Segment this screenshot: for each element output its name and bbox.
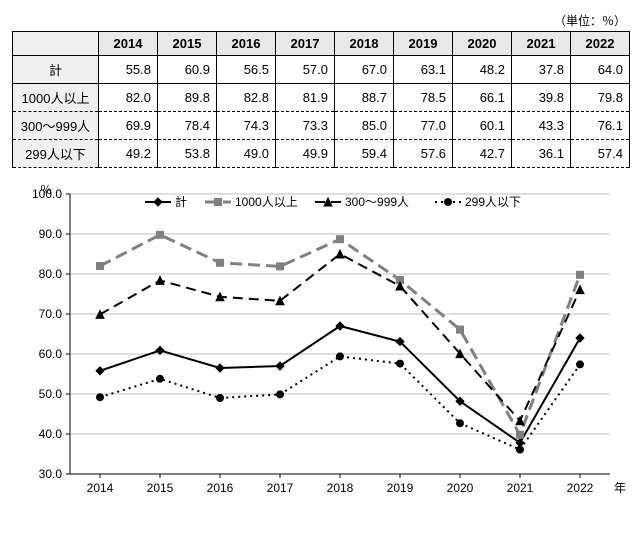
table-cell: 64.0 [571, 56, 630, 84]
table-cell: 55.8 [99, 56, 158, 84]
svg-text:2014: 2014 [87, 481, 114, 495]
table-cell: 82.0 [99, 84, 158, 112]
table-cell: 67.0 [335, 56, 394, 84]
table-row: 300～999人69.978.474.373.385.077.060.143.3… [13, 112, 630, 140]
table-cell: 56.5 [217, 56, 276, 84]
col-header-year: 2015 [158, 32, 217, 56]
table-cell: 88.7 [335, 84, 394, 112]
svg-text:50.0: 50.0 [39, 387, 63, 401]
table-cell: 81.9 [276, 84, 335, 112]
svg-text:2016: 2016 [207, 481, 234, 495]
row-header: 1000人以上 [13, 84, 99, 112]
table-cell: 60.1 [453, 112, 512, 140]
table-cell: 85.0 [335, 112, 394, 140]
svg-text:60.0: 60.0 [39, 347, 63, 361]
table-cell: 69.9 [99, 112, 158, 140]
row-header: 299人以下 [13, 140, 99, 168]
table-cell: 53.8 [158, 140, 217, 168]
table-cell: 76.1 [571, 112, 630, 140]
svg-text:299人以下: 299人以下 [465, 195, 521, 209]
table-cell: 74.3 [217, 112, 276, 140]
svg-text:2020: 2020 [447, 481, 474, 495]
svg-text:30.0: 30.0 [39, 467, 63, 481]
svg-text:40.0: 40.0 [39, 427, 63, 441]
table-row: 1000人以上82.089.882.881.988.778.566.139.87… [13, 84, 630, 112]
svg-text:2019: 2019 [387, 481, 414, 495]
svg-text:300～999人: 300～999人 [345, 195, 409, 209]
table-cell: 49.2 [99, 140, 158, 168]
table-cell: 78.4 [158, 112, 217, 140]
svg-text:％: ％ [40, 183, 52, 197]
table-cell: 49.9 [276, 140, 335, 168]
table-cell: 60.9 [158, 56, 217, 84]
table-cell: 43.3 [512, 112, 571, 140]
svg-text:1000人以上: 1000人以上 [235, 195, 298, 209]
col-header-year: 2020 [453, 32, 512, 56]
data-table: 201420152016201720182019202020212022 計55… [12, 31, 630, 168]
table-cell: 57.0 [276, 56, 335, 84]
table-cell: 39.8 [512, 84, 571, 112]
col-header-year: 2018 [335, 32, 394, 56]
table-row: 299人以下49.253.849.049.959.457.642.736.157… [13, 140, 630, 168]
table-cell: 36.1 [512, 140, 571, 168]
table-cell: 57.6 [394, 140, 453, 168]
table-cell: 66.1 [453, 84, 512, 112]
svg-text:2015: 2015 [147, 481, 174, 495]
table-cell: 77.0 [394, 112, 453, 140]
col-header-year: 2017 [276, 32, 335, 56]
table-cell: 73.3 [276, 112, 335, 140]
svg-text:90.0: 90.0 [39, 227, 63, 241]
col-header-year: 2014 [99, 32, 158, 56]
table-cell: 78.5 [394, 84, 453, 112]
col-header-year: 2022 [571, 32, 630, 56]
table-row: 計55.860.956.557.067.063.148.237.864.0 [13, 56, 630, 84]
svg-text:70.0: 70.0 [39, 307, 63, 321]
table-cell: 57.4 [571, 140, 630, 168]
line-chart: 30.040.050.060.070.080.090.0100.0％201420… [12, 182, 630, 517]
table-cell: 49.0 [217, 140, 276, 168]
col-header-year: 2019 [394, 32, 453, 56]
table-cell: 48.2 [453, 56, 512, 84]
table-cell: 82.8 [217, 84, 276, 112]
col-header-year: 2021 [512, 32, 571, 56]
table-cell: 63.1 [394, 56, 453, 84]
col-header-blank [13, 32, 99, 56]
svg-text:2021: 2021 [507, 481, 534, 495]
svg-text:2018: 2018 [327, 481, 354, 495]
col-header-year: 2016 [217, 32, 276, 56]
svg-text:計: 計 [175, 194, 187, 209]
table-cell: 79.8 [571, 84, 630, 112]
row-header: 計 [13, 56, 99, 84]
table-cell: 42.7 [453, 140, 512, 168]
table-cell: 59.4 [335, 140, 394, 168]
unit-label: （単位：％） [12, 12, 630, 29]
row-header: 300～999人 [13, 112, 99, 140]
svg-text:80.0: 80.0 [39, 267, 63, 281]
table-cell: 89.8 [158, 84, 217, 112]
table-cell: 37.8 [512, 56, 571, 84]
svg-text:年: 年 [614, 481, 626, 495]
svg-text:2017: 2017 [267, 481, 294, 495]
svg-text:2022: 2022 [567, 481, 594, 495]
